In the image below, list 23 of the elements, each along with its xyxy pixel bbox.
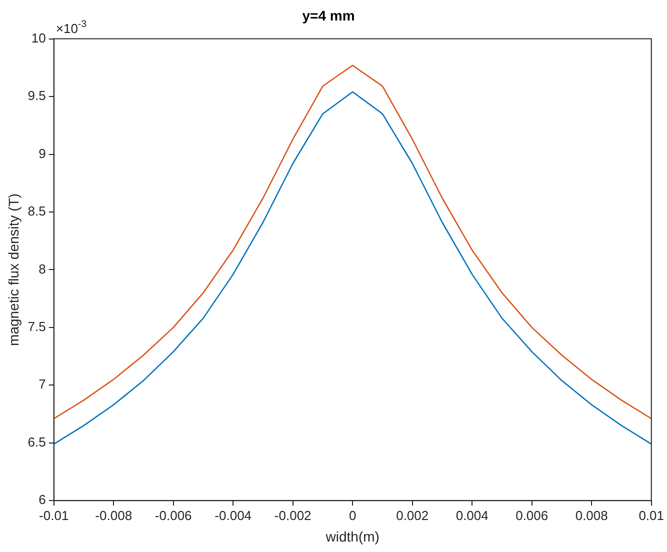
y-tick-label: 8.5 <box>28 204 46 219</box>
y-tick-label: 7.5 <box>28 319 46 334</box>
x-tick-label: -0.006 <box>154 508 192 523</box>
y-tick-label: 9 <box>38 146 46 161</box>
x-tick-label: 0.008 <box>575 508 608 523</box>
y-tick-label: 6.5 <box>28 434 46 450</box>
x-tick-label: -0.004 <box>214 508 252 523</box>
x-tick-label: 0.01 <box>638 508 664 523</box>
y-tick-label: 9.5 <box>28 88 46 104</box>
x-tick-label: 0 <box>348 508 356 523</box>
y-tick-label: 6 <box>38 492 46 508</box>
x-tick-label: -0.002 <box>274 508 312 523</box>
x-axis-title: width(m) <box>324 528 380 544</box>
y-axis-title: magnetic flux density (T) <box>5 193 22 346</box>
x-tick-label: 0.006 <box>516 508 548 523</box>
x-tick-label: -0.008 <box>95 508 132 523</box>
chart-title: y=4 mm <box>302 7 355 24</box>
y-tick-label: 7 <box>38 376 46 392</box>
y-tick-label: 10 <box>31 30 46 46</box>
x-tick-label: 0.002 <box>396 508 429 523</box>
x-tick-label: -0.01 <box>39 508 69 523</box>
x-tick-label: 0.004 <box>456 508 488 523</box>
y-tick-label: 8 <box>38 261 46 276</box>
